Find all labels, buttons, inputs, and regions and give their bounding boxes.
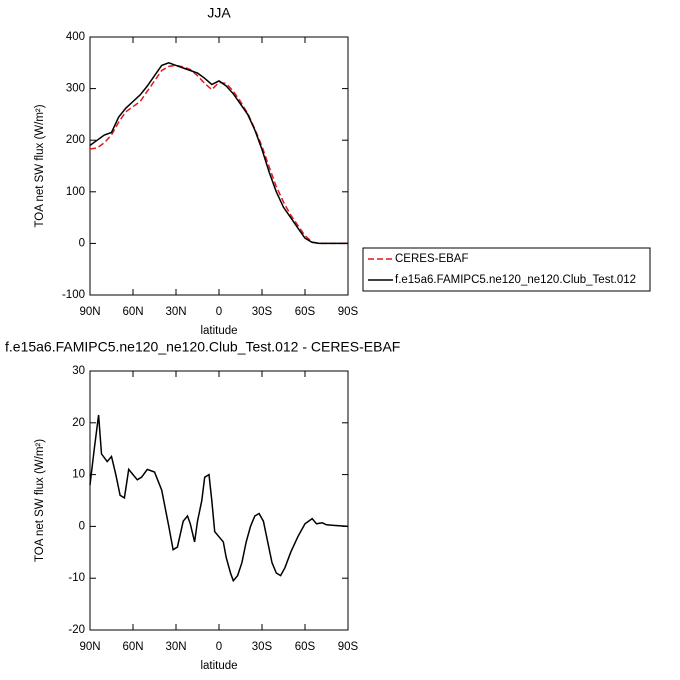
legend-label: CERES-EBAF [395, 253, 469, 265]
x-axis-label: latitude [200, 660, 237, 672]
x-tick-label: 60S [295, 641, 316, 653]
x-tick-label: 90S [338, 306, 359, 318]
y-axis-label: TOA net SW flux (W/m²) [34, 104, 46, 227]
x-axis-label: latitude [200, 325, 237, 337]
chart-title: JJA [207, 5, 231, 21]
y-tick-label: 300 [66, 83, 85, 95]
x-tick-label: 30S [252, 641, 273, 653]
x-tick-label: 60N [122, 641, 143, 653]
y-tick-label: 0 [79, 237, 85, 249]
x-tick-label: 30N [165, 306, 186, 318]
legend-box [362, 247, 651, 292]
y-tick-label: -100 [62, 289, 85, 301]
x-tick-label: 60N [122, 306, 143, 318]
plot-frame [89, 36, 349, 296]
series-line [89, 62, 348, 245]
legend-label: f.e15a6.FAMIPC5.ne120_ne120.Club_Test.01… [395, 274, 636, 286]
y-tick-label: -20 [68, 624, 85, 636]
x-tick-label: 0 [216, 306, 222, 318]
x-tick-label: 90S [338, 641, 359, 653]
x-tick-label: 0 [216, 641, 222, 653]
x-tick-label: 90N [79, 306, 100, 318]
x-tick-label: 30N [165, 641, 186, 653]
y-tick-label: 0 [79, 520, 85, 532]
y-tick-label: 200 [66, 134, 85, 146]
y-tick-label: 400 [66, 31, 85, 43]
x-tick-label: 90N [79, 641, 100, 653]
y-tick-label: -10 [68, 572, 85, 584]
y-tick-label: 100 [66, 186, 85, 198]
y-tick-label: 20 [72, 417, 85, 429]
chart-title: f.e15a6.FAMIPC5.ne120_ne120.Club_Test.01… [5, 339, 400, 355]
series-line [89, 64, 348, 245]
plot-frame [89, 370, 349, 631]
y-tick-label: 30 [72, 365, 85, 377]
series-line [89, 414, 349, 583]
y-axis-label: TOA net SW flux (W/m²) [34, 439, 46, 562]
x-tick-label: 60S [295, 306, 316, 318]
x-tick-label: 30S [252, 306, 273, 318]
y-tick-label: 10 [72, 469, 85, 481]
